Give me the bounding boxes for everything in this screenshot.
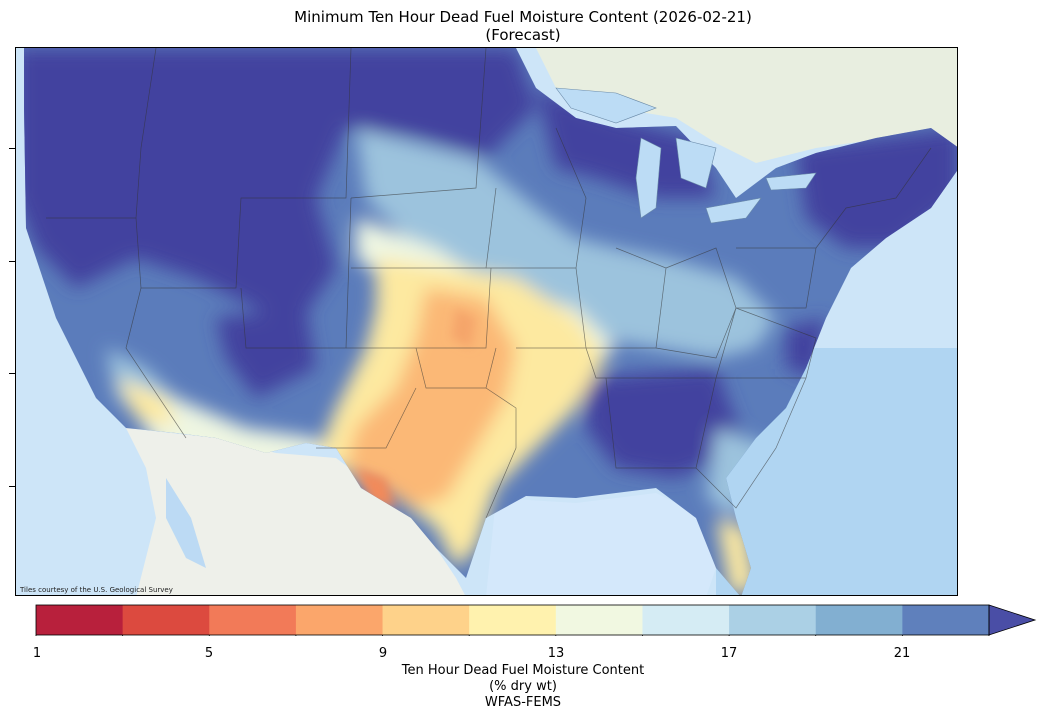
colorbar-segment	[555, 605, 643, 635]
y-tick	[9, 486, 15, 487]
map-title-line2: (Forecast)	[485, 26, 561, 44]
colorbar-segment	[209, 605, 297, 635]
lake-michigan	[635, 137, 662, 219]
colorbar-segment	[902, 605, 990, 635]
colorbar-tick-label: 17	[720, 646, 738, 661]
colorbar-segment	[469, 605, 557, 635]
colorbar-label-line1: Ten Hour Dead Fuel Moisture Content	[401, 663, 645, 678]
colorbar-segment	[36, 605, 124, 635]
colorbar-tick-label: 21	[893, 646, 911, 661]
gulf-of-california	[166, 478, 206, 568]
lake-huron	[675, 137, 717, 189]
colorbar-tick-label: 13	[547, 646, 565, 661]
map-attribution: Tiles courtesy of the U.S. Geological Su…	[20, 586, 173, 594]
colorbar-tick-label: 9	[378, 646, 388, 661]
colorbar-segment	[729, 605, 817, 635]
colorbar-segment	[122, 605, 210, 635]
y-tick	[9, 148, 15, 149]
colorbar	[35, 604, 1037, 636]
colorbar-segment	[815, 605, 903, 635]
canada-land	[536, 48, 957, 163]
colorbar-outline	[35, 604, 990, 636]
y-tick	[9, 261, 15, 262]
gulf-of-mexico	[486, 493, 716, 595]
lake-superior	[555, 87, 657, 124]
mexico-land	[126, 428, 465, 595]
colorbar-segment	[295, 605, 384, 635]
colorbar-segment	[382, 605, 470, 635]
colorbar-tick-label: 5	[204, 646, 214, 661]
colorbar-tick-label: 1	[32, 646, 42, 661]
map-title: Minimum Ten Hour Dead Fuel Moisture Cont…	[0, 8, 1046, 44]
fuel-moisture-map	[16, 48, 957, 595]
lake-ontario	[765, 172, 817, 191]
map-title-line1: Minimum Ten Hour Dead Fuel Moisture Cont…	[294, 8, 752, 26]
map-panel[interactable]: Tiles courtesy of the U.S. Geological Su…	[15, 47, 958, 596]
colorbar-segment	[642, 605, 730, 635]
state-borders	[46, 48, 932, 519]
lake-erie	[705, 197, 762, 224]
colorbar-label: Ten Hour Dead Fuel Moisture Content (% d…	[0, 663, 1046, 711]
colorbar-extend-arrow	[988, 604, 1037, 636]
colorbar-label-line3: WFAS-FEMS	[484, 695, 562, 710]
y-tick	[9, 373, 15, 374]
colorbar-label-line2: (% dry wt)	[489, 679, 557, 694]
